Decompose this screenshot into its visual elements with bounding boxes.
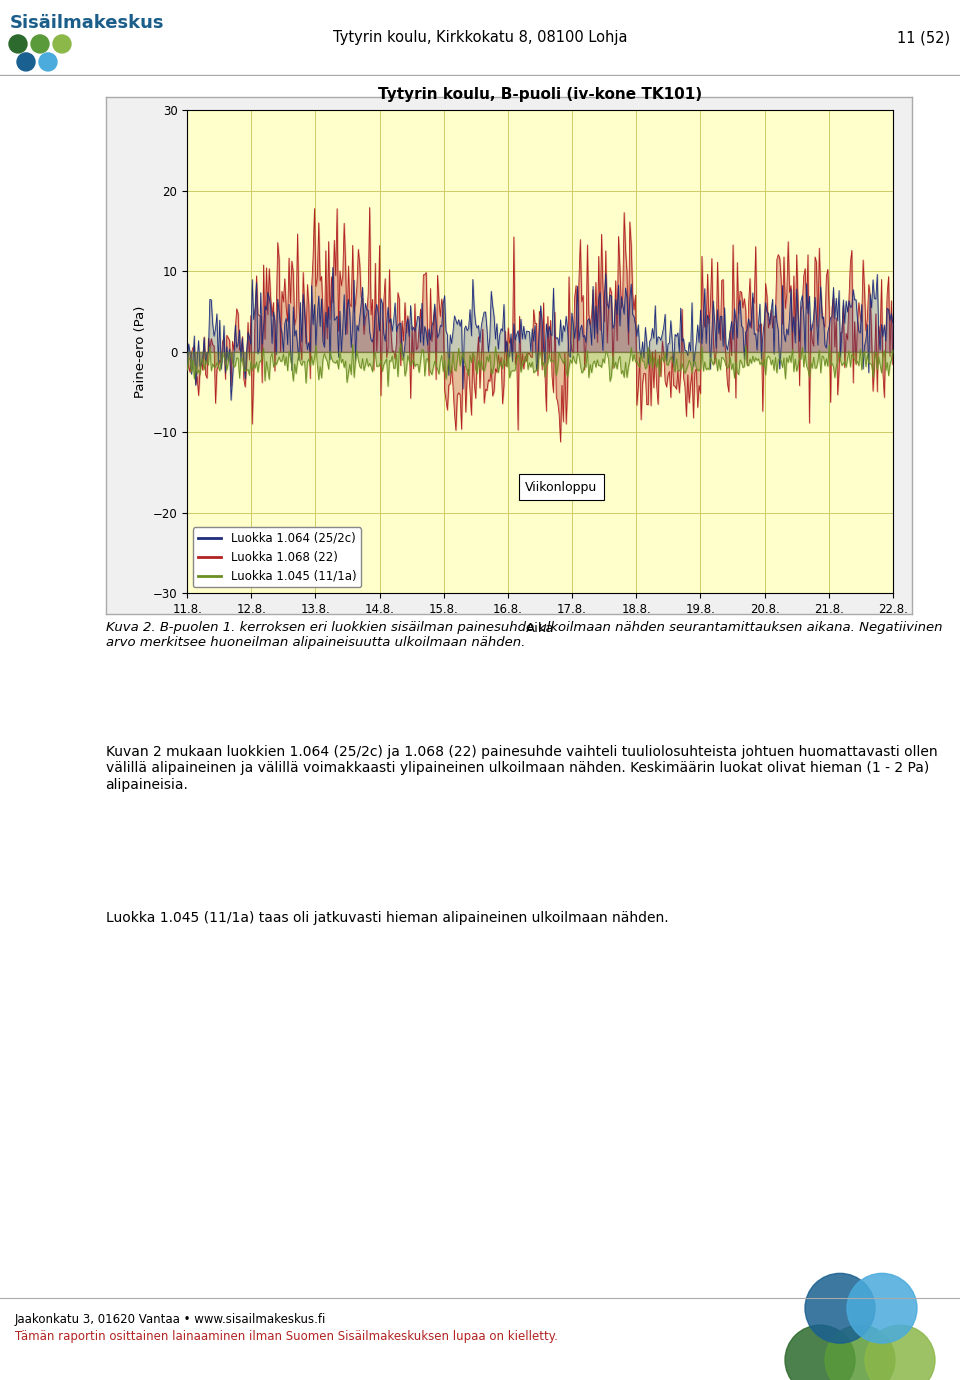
Ellipse shape: [847, 1274, 917, 1343]
Text: 11 (52): 11 (52): [897, 30, 950, 46]
Ellipse shape: [17, 52, 35, 70]
Text: Sisäilmakeskus: Sisäilmakeskus: [10, 14, 164, 32]
Ellipse shape: [825, 1325, 895, 1380]
Text: Tytyrin koulu, Kirkkokatu 8, 08100 Lohja: Tytyrin koulu, Kirkkokatu 8, 08100 Lohja: [333, 30, 627, 46]
Text: Tämän raportin osittainen lainaaminen ilman Suomen Sisäilmakeskuksen lupaa on ki: Tämän raportin osittainen lainaaminen il…: [15, 1330, 558, 1343]
X-axis label: Aika: Aika: [526, 621, 554, 635]
Ellipse shape: [805, 1274, 875, 1343]
Text: Viikonloppu: Viikonloppu: [525, 480, 597, 494]
Text: Jaakonkatu 3, 01620 Vantaa • www.sisailmakeskus.fi: Jaakonkatu 3, 01620 Vantaa • www.sisailm…: [15, 1314, 326, 1326]
Text: Kuva 2. B-puolen 1. kerroksen eri luokkien sisäilman painesuhde ulkoilmaan nähde: Kuva 2. B-puolen 1. kerroksen eri luokki…: [106, 621, 942, 649]
Ellipse shape: [31, 34, 49, 52]
Ellipse shape: [865, 1325, 935, 1380]
Text: Kuvan 2 mukaan luokkien 1.064 (25/2c) ja 1.068 (22) painesuhde vaihteli tuuliolo: Kuvan 2 mukaan luokkien 1.064 (25/2c) ja…: [106, 745, 937, 792]
Y-axis label: Paine-ero (Pa): Paine-ero (Pa): [134, 306, 147, 397]
Title: Tytyrin koulu, B-puoli (iv-kone TK101): Tytyrin koulu, B-puoli (iv-kone TK101): [378, 87, 702, 102]
Ellipse shape: [9, 34, 27, 52]
Ellipse shape: [53, 34, 71, 52]
Legend: Luokka 1.064 (25/2c), Luokka 1.068 (22), Luokka 1.045 (11/1a): Luokka 1.064 (25/2c), Luokka 1.068 (22),…: [193, 527, 361, 588]
Ellipse shape: [39, 52, 57, 70]
Ellipse shape: [785, 1325, 855, 1380]
Text: Luokka 1.045 (11/1a) taas oli jatkuvasti hieman alipaineinen ulkoilmaan nähden.: Luokka 1.045 (11/1a) taas oli jatkuvasti…: [106, 911, 668, 925]
